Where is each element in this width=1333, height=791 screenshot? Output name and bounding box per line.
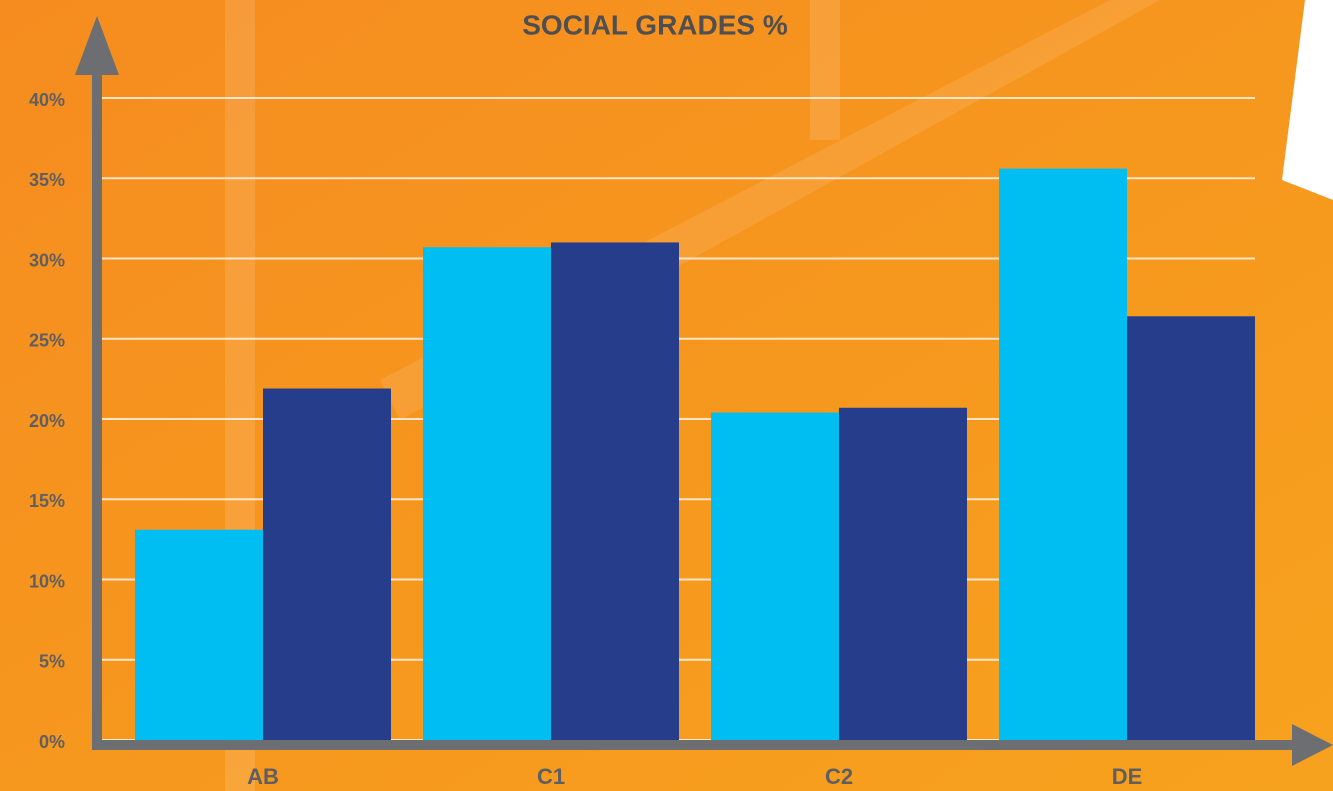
y-tick-label: 0% (39, 732, 65, 752)
bar (135, 529, 263, 740)
y-tick-label: 40% (29, 90, 65, 110)
axes (75, 16, 1333, 766)
bar (711, 412, 839, 740)
bar (1127, 316, 1255, 740)
bar (999, 168, 1127, 740)
y-tick-label: 5% (39, 652, 65, 672)
bar (839, 407, 967, 740)
y-arrow (75, 16, 119, 75)
bar (263, 388, 391, 740)
y-tick-label: 30% (29, 250, 65, 270)
y-tick-label: 35% (29, 170, 65, 190)
x-arrow (1292, 724, 1333, 766)
x-tick-label: AB (247, 764, 279, 789)
chart-title: SOCIAL GRADES % (522, 9, 788, 40)
x-tick-label: C1 (537, 764, 565, 789)
decor (1282, 0, 1333, 200)
decor (810, 0, 840, 140)
y-tick-label: 10% (29, 571, 65, 591)
y-tick-label: 15% (29, 491, 65, 511)
bar (423, 247, 551, 740)
y-tick-label: 25% (29, 331, 65, 351)
x-tick-label: DE (1112, 764, 1143, 789)
bar (551, 242, 679, 740)
y-tick-label: 20% (29, 411, 65, 431)
x-tick-label: C2 (825, 764, 853, 789)
